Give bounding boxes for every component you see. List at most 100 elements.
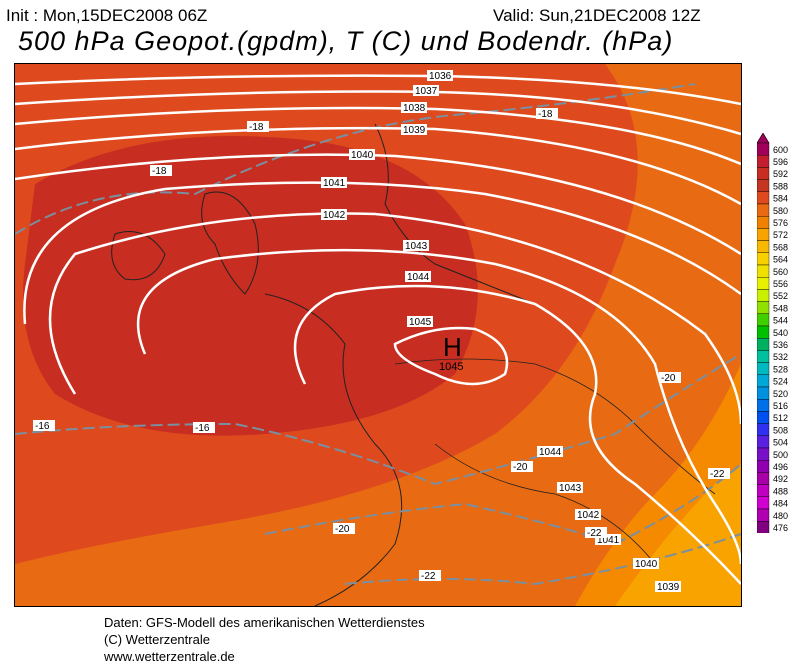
svg-text:-22: -22 (587, 528, 602, 539)
scale-swatch (756, 301, 770, 315)
fill-572 (615, 464, 741, 606)
isobar-labels: 1036 1037 1038 1039 1040 1041 1042 1043 … (321, 70, 681, 593)
scale-value: 576 (773, 218, 788, 228)
svg-text:-18: -18 (538, 109, 553, 120)
scale-swatch (756, 240, 770, 253)
map-canvas: H 1045 1036 1037 1038 1039 1040 1041 104… (15, 64, 741, 606)
scale-value: 476 (773, 523, 788, 533)
svg-text:-16: -16 (195, 423, 210, 434)
svg-text:1045: 1045 (409, 317, 432, 328)
svg-text:1041: 1041 (597, 535, 620, 546)
map-title: 500 hPa Geopot.(gpdm), T (C) und Bodendr… (18, 26, 674, 56)
isotherm (344, 533, 741, 586)
svg-text:1037: 1037 (415, 86, 438, 97)
coastline (264, 293, 403, 606)
scale-swatch (756, 508, 770, 522)
color-scale: 600 596 592 588 584 580 576 572 568 564 560 556 552 5… (756, 132, 807, 544)
scale-swatch (756, 252, 770, 266)
isotherm (264, 463, 741, 546)
scale-swatch (756, 423, 770, 437)
scale-value: 536 (773, 340, 788, 350)
scale-swatch (756, 460, 770, 473)
footer: Daten: GFS-Modell des amerikanischen Wet… (104, 614, 425, 665)
scale-swatch (756, 337, 770, 351)
footer-source: Daten: GFS-Modell des amerikanischen Wet… (104, 615, 425, 630)
svg-text:1042: 1042 (323, 210, 346, 221)
high-pressure-value: 1045 (439, 361, 463, 373)
scale-value: 592 (773, 169, 788, 179)
scale-value: 528 (773, 364, 788, 374)
weather-map: H 1045 1036 1037 1038 1039 1040 1041 104… (14, 63, 742, 607)
scale-swatch (756, 435, 770, 449)
svg-text:1042: 1042 (577, 510, 600, 521)
scale-value: 516 (773, 401, 788, 411)
svg-text:1041: 1041 (323, 178, 346, 189)
scale-value: 588 (773, 181, 788, 191)
svg-text:1040: 1040 (635, 559, 658, 570)
svg-text:1039: 1039 (403, 125, 426, 136)
scale-value: 524 (773, 377, 788, 387)
scale-swatch (756, 179, 770, 192)
scale-swatch (756, 191, 770, 205)
scale-value: 500 (773, 450, 788, 460)
svg-text:-20: -20 (335, 524, 350, 535)
scale-value: 504 (773, 438, 788, 448)
init-time: Init : Mon,15DEC2008 06Z (6, 6, 208, 25)
scale-value: 508 (773, 425, 788, 435)
scale-swatch (756, 386, 770, 400)
scale-value: 484 (773, 499, 788, 509)
scale-swatch (756, 142, 770, 156)
svg-text:1038: 1038 (403, 103, 426, 114)
scale-swatch (756, 521, 770, 534)
svg-text:1044: 1044 (407, 272, 430, 283)
scale-swatch (756, 155, 770, 168)
high-pressure-letter: H (443, 332, 462, 362)
svg-text:-18: -18 (249, 122, 264, 133)
scale-swatch (756, 264, 770, 278)
footer-copyright: (C) Wetterzentrale (104, 632, 210, 647)
scale-swatch (756, 215, 770, 229)
scale-swatch (756, 276, 770, 290)
scale-value: 580 (773, 206, 788, 216)
scale-value: 596 (773, 157, 788, 167)
scale-swatch (756, 350, 770, 363)
footer-url[interactable]: www.wetterzentrale.de (104, 649, 235, 664)
coastline (201, 191, 259, 295)
scale-top-arrow (756, 132, 770, 144)
scale-swatch (756, 289, 770, 302)
scale-value: 532 (773, 352, 788, 362)
svg-text:-16: -16 (35, 421, 50, 432)
scale-swatch (756, 399, 770, 412)
scale-swatch (756, 374, 770, 388)
svg-text:-22: -22 (421, 571, 436, 582)
scale-swatch (756, 472, 770, 485)
scale-value: 560 (773, 267, 788, 277)
scale-swatch (756, 313, 770, 327)
svg-text:1040: 1040 (351, 150, 374, 161)
svg-text:1044: 1044 (539, 447, 562, 458)
border (434, 443, 656, 565)
scale-value: 556 (773, 279, 788, 289)
temperature-labels: -18 -18 -18 -16 -16 -20 -20 -20 -22 -22 … (33, 108, 730, 582)
scale-swatch (756, 228, 770, 241)
scale-swatch (756, 496, 770, 510)
scale-value: 480 (773, 511, 788, 521)
scale-swatch (756, 484, 770, 498)
scale-value: 512 (773, 413, 788, 423)
valid-time: Valid: Sun,21DEC2008 12Z (493, 6, 701, 25)
scale-value: 520 (773, 389, 788, 399)
svg-text:1036: 1036 (429, 71, 452, 82)
scale-value: 492 (773, 474, 788, 484)
scale-value: 488 (773, 486, 788, 496)
coastline (111, 231, 166, 281)
scale-value: 564 (773, 255, 788, 265)
scale-value: 600 (773, 145, 788, 155)
scale-swatch (756, 167, 770, 180)
scale-value: 568 (773, 242, 788, 252)
scale-swatch (756, 362, 770, 376)
svg-text:-18: -18 (152, 166, 167, 177)
scale-value: 548 (773, 303, 788, 313)
scale-value: 540 (773, 328, 788, 338)
svg-text:-22: -22 (710, 469, 725, 480)
scale-swatch (756, 325, 770, 339)
